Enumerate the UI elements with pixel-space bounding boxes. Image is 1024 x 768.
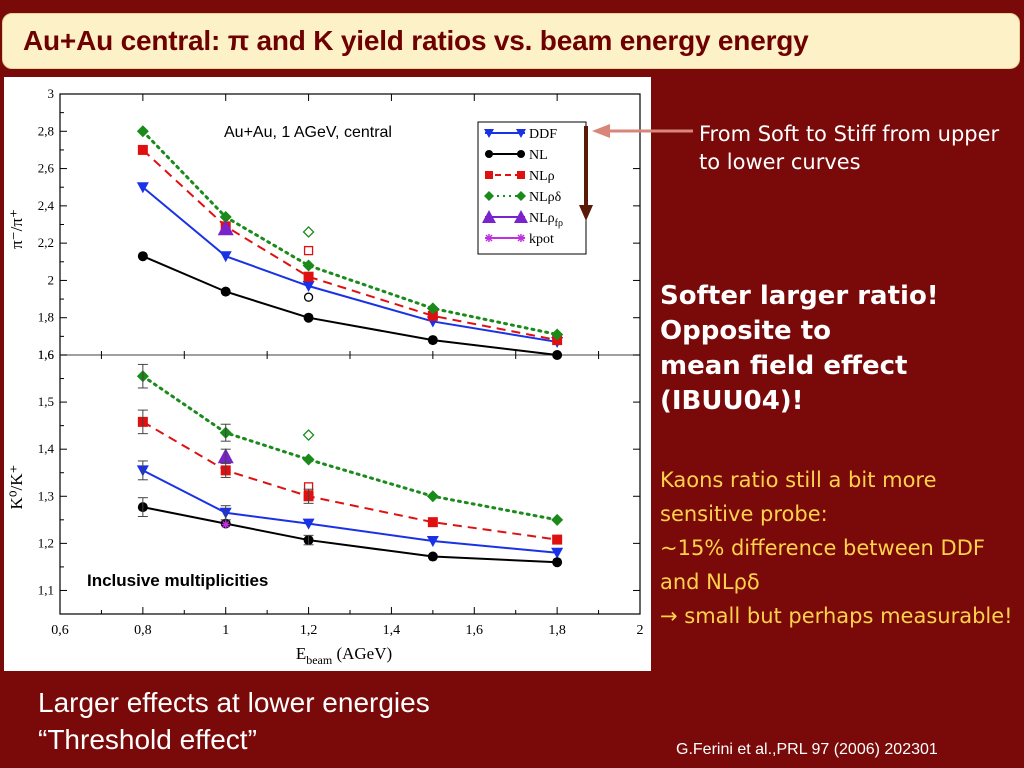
bottom-point-nl- [302,453,315,466]
top-extra-point-nl-132sn-124sn [303,245,314,256]
bottom-y-tick-label: 1,3 [38,488,54,503]
bottom-y-tick-label: 1,6 [38,347,55,362]
bottom-y-tick-label: 1,4 [38,441,55,456]
bottom-point-nl [427,551,438,562]
top-point-nl [427,335,438,346]
top-y-tick-label: 1,6 [38,347,55,362]
x-tick-label: 1 [222,623,229,638]
legend-marker [485,234,493,242]
legend-marker [516,191,526,201]
top-y-tick-label: 2 [48,272,55,287]
bottom-series-line-nl- [141,374,559,522]
top-point-nl- [303,271,314,282]
bottom-point-nl- [426,490,439,503]
top-y-tick-label: 3 [48,86,55,101]
top-y-axis-label: π⁻/π⁺ [7,209,26,249]
top-point-ddf [219,251,232,263]
top-y-tick-label: 1,8 [38,310,54,325]
x-axis-label: Ebeam (AGeV) [296,644,392,667]
legend-marker [485,150,493,158]
legend-label: kpot [529,232,554,247]
bottom-point-ddf [551,547,564,559]
top-point-nl- [426,302,439,315]
top-extra-point-nl-f [217,220,234,236]
kaons-ratio-note: Kaons ratio still a bit more sensitive p… [660,468,1013,628]
x-tick-label: 1,6 [466,623,484,638]
top-extra-point-nl-132sn-124sn [303,292,314,302]
top-y-tick-label: 2,6 [38,161,55,176]
bottom-point-nl [552,557,563,568]
x-tick-label: 1,8 [548,623,566,638]
top-point-ddf [302,281,315,293]
bottom-point-nl- [552,534,563,545]
bottom-series-line-nl- [142,421,558,541]
legend-marker [482,210,496,223]
top-point-nl [137,251,148,262]
legend-label: DDF [529,127,557,142]
legend-marker [484,129,494,138]
arrow-annotation [579,124,693,221]
top-point-nl- [302,259,315,272]
legend-marker [517,150,525,158]
x-tick-label: 2 [637,623,644,638]
bottom-point-ddf [426,536,439,548]
bottom-extra-point-kpot [222,520,230,529]
legend-marker [514,210,528,223]
top-y-tick-label: 2,8 [38,123,54,138]
x-tick-label: 0,8 [134,623,152,638]
legend-label: NL [529,148,548,163]
chart-panel: 0,6 0,8 1 1,2 1,4 1,6 1,8 2 1,6 1,8 2 2,2 2,4 2,6 2,8 3… [4,77,651,671]
arrow-left-head-icon [592,124,610,138]
legend-label: NLρfρ [529,211,563,229]
legend-marker [484,191,494,201]
top-point-nl- [219,211,232,224]
bottom-point-nl- [551,513,564,526]
sn-pointer [353,446,387,462]
bottom-y-tick-label: 1,5 [38,394,54,409]
bottom-point-ddf [302,518,315,530]
top-point-nl- [427,310,438,321]
top-point-nl [303,312,314,323]
legend-label: NLρ [529,169,555,184]
top-y-tick-label: 2,2 [38,235,54,250]
threshold-effect-note: Larger effects at lower energies “Thresh… [38,687,430,755]
panel-annotation-bottom: Inclusive multiplicities [87,571,268,590]
x-tick-label: 1,4 [383,623,401,638]
legend-marker [517,171,525,179]
legend-label: NLρδ [529,190,562,205]
bottom-point-nl- [427,517,438,528]
legend-marker [516,129,526,138]
bottom-y-axis-label: K⁰/K⁺ [7,464,26,509]
bottom-series-line-ddf [142,469,558,554]
soft-stiff-note: From Soft to Stiff from upper to lower c… [699,122,1000,174]
legend-marker [485,171,493,179]
panel-annotation-top: Au+Au, 1 AGeV, central [224,124,392,141]
top-point-nl- [551,328,564,341]
legend-marker [517,234,525,242]
top-series-line-nl- [142,149,558,342]
arrow-down-head-icon [579,205,593,221]
sn-pointer [353,468,387,494]
legend-box [477,121,587,255]
sn-annotation: 132Sn+124Sn [388,455,484,472]
top-extra-point-nl-132sn-124sn [302,226,315,238]
top-series-line-nl [142,255,558,356]
top-series-line-nl- [141,129,559,336]
top-point-ddf [136,182,149,194]
x-tick-label: 0,6 [51,623,69,638]
bottom-y-tick-label: 1,1 [38,582,54,597]
citation: G.Ferini et al.,PRL 97 (2006) 202301 [676,741,938,758]
top-point-nl [552,350,563,360]
top-point-nl- [137,144,148,155]
bottom-extra-point-nl-132sn-124sn [302,429,315,441]
top-point-nl [220,286,231,297]
bottom-y-tick-label: 1,2 [38,535,54,550]
slide-title: Au+Au central: π and K yield ratios vs. … [2,13,1020,69]
x-tick-label: 1,2 [300,623,318,638]
softer-larger-ratio-note: Softer larger ratio! Opposite to mean fi… [660,281,939,416]
bottom-series-line-nl [142,506,558,564]
chart-svg: 0,6 0,8 1 1,2 1,4 1,6 1,8 2 1,6 1,8 2 2,2 2,4 2,6 2,8 3… [7,86,644,667]
top-y-tick-label: 2,4 [38,198,55,213]
